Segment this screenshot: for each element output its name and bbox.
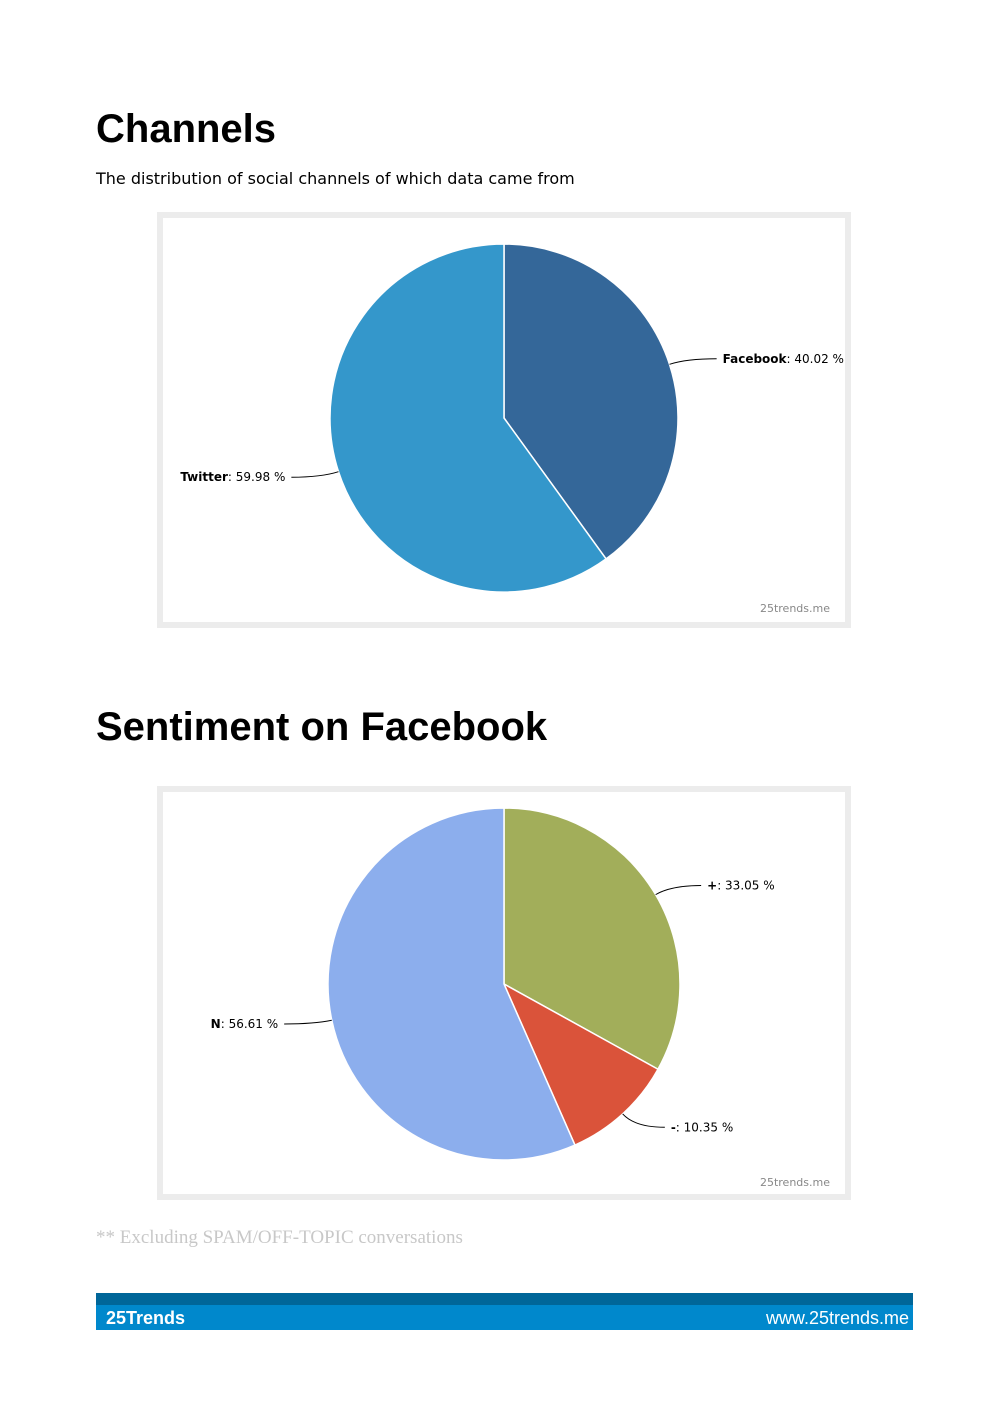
footer-left: 25Trends (106, 1308, 185, 1328)
leader-line (655, 884, 702, 896)
slice-category: Twitter (180, 470, 228, 484)
slice-label: N: 56.61 % (211, 1016, 278, 1030)
footer-right: www.25trends.me (765, 1308, 909, 1328)
section-title: Sentiment on Facebook (96, 705, 548, 749)
section-subtitle: The distribution of social channels of w… (95, 169, 575, 188)
slice-label: Twitter: 59.98 % (180, 470, 285, 484)
pie-slice (327, 807, 576, 1161)
slice-category: + (707, 878, 717, 892)
pie-slice (503, 243, 679, 560)
slice-category: N (211, 1016, 221, 1030)
slice-category: Facebook (723, 351, 788, 365)
leader-line (622, 1113, 665, 1128)
watermark: 25trends.me (760, 602, 830, 615)
leader-line (291, 471, 339, 478)
slice-category: - (671, 1120, 676, 1134)
slice-label: -: 10.35 % (671, 1120, 733, 1134)
footer-band (96, 1293, 913, 1305)
leader-line (284, 1019, 332, 1025)
slice-value: : 33.05 % (717, 878, 774, 892)
slice-label: Facebook: 40.02 % (723, 351, 844, 365)
note: ** Excluding SPAM/OFF-TOPIC conversation… (96, 1227, 463, 1248)
footer-bar (96, 1305, 913, 1330)
slice-value: : 40.02 % (787, 351, 844, 365)
slice-value: : 56.61 % (221, 1016, 278, 1030)
leader-line (669, 358, 717, 365)
section-title: Channels (96, 107, 276, 151)
slice-label: +: 33.05 % (707, 878, 775, 892)
watermark: 25trends.me (760, 1176, 830, 1189)
slice-value: : 10.35 % (676, 1120, 733, 1134)
pie-slice (502, 982, 660, 1147)
slice-value: : 59.98 % (228, 470, 285, 484)
